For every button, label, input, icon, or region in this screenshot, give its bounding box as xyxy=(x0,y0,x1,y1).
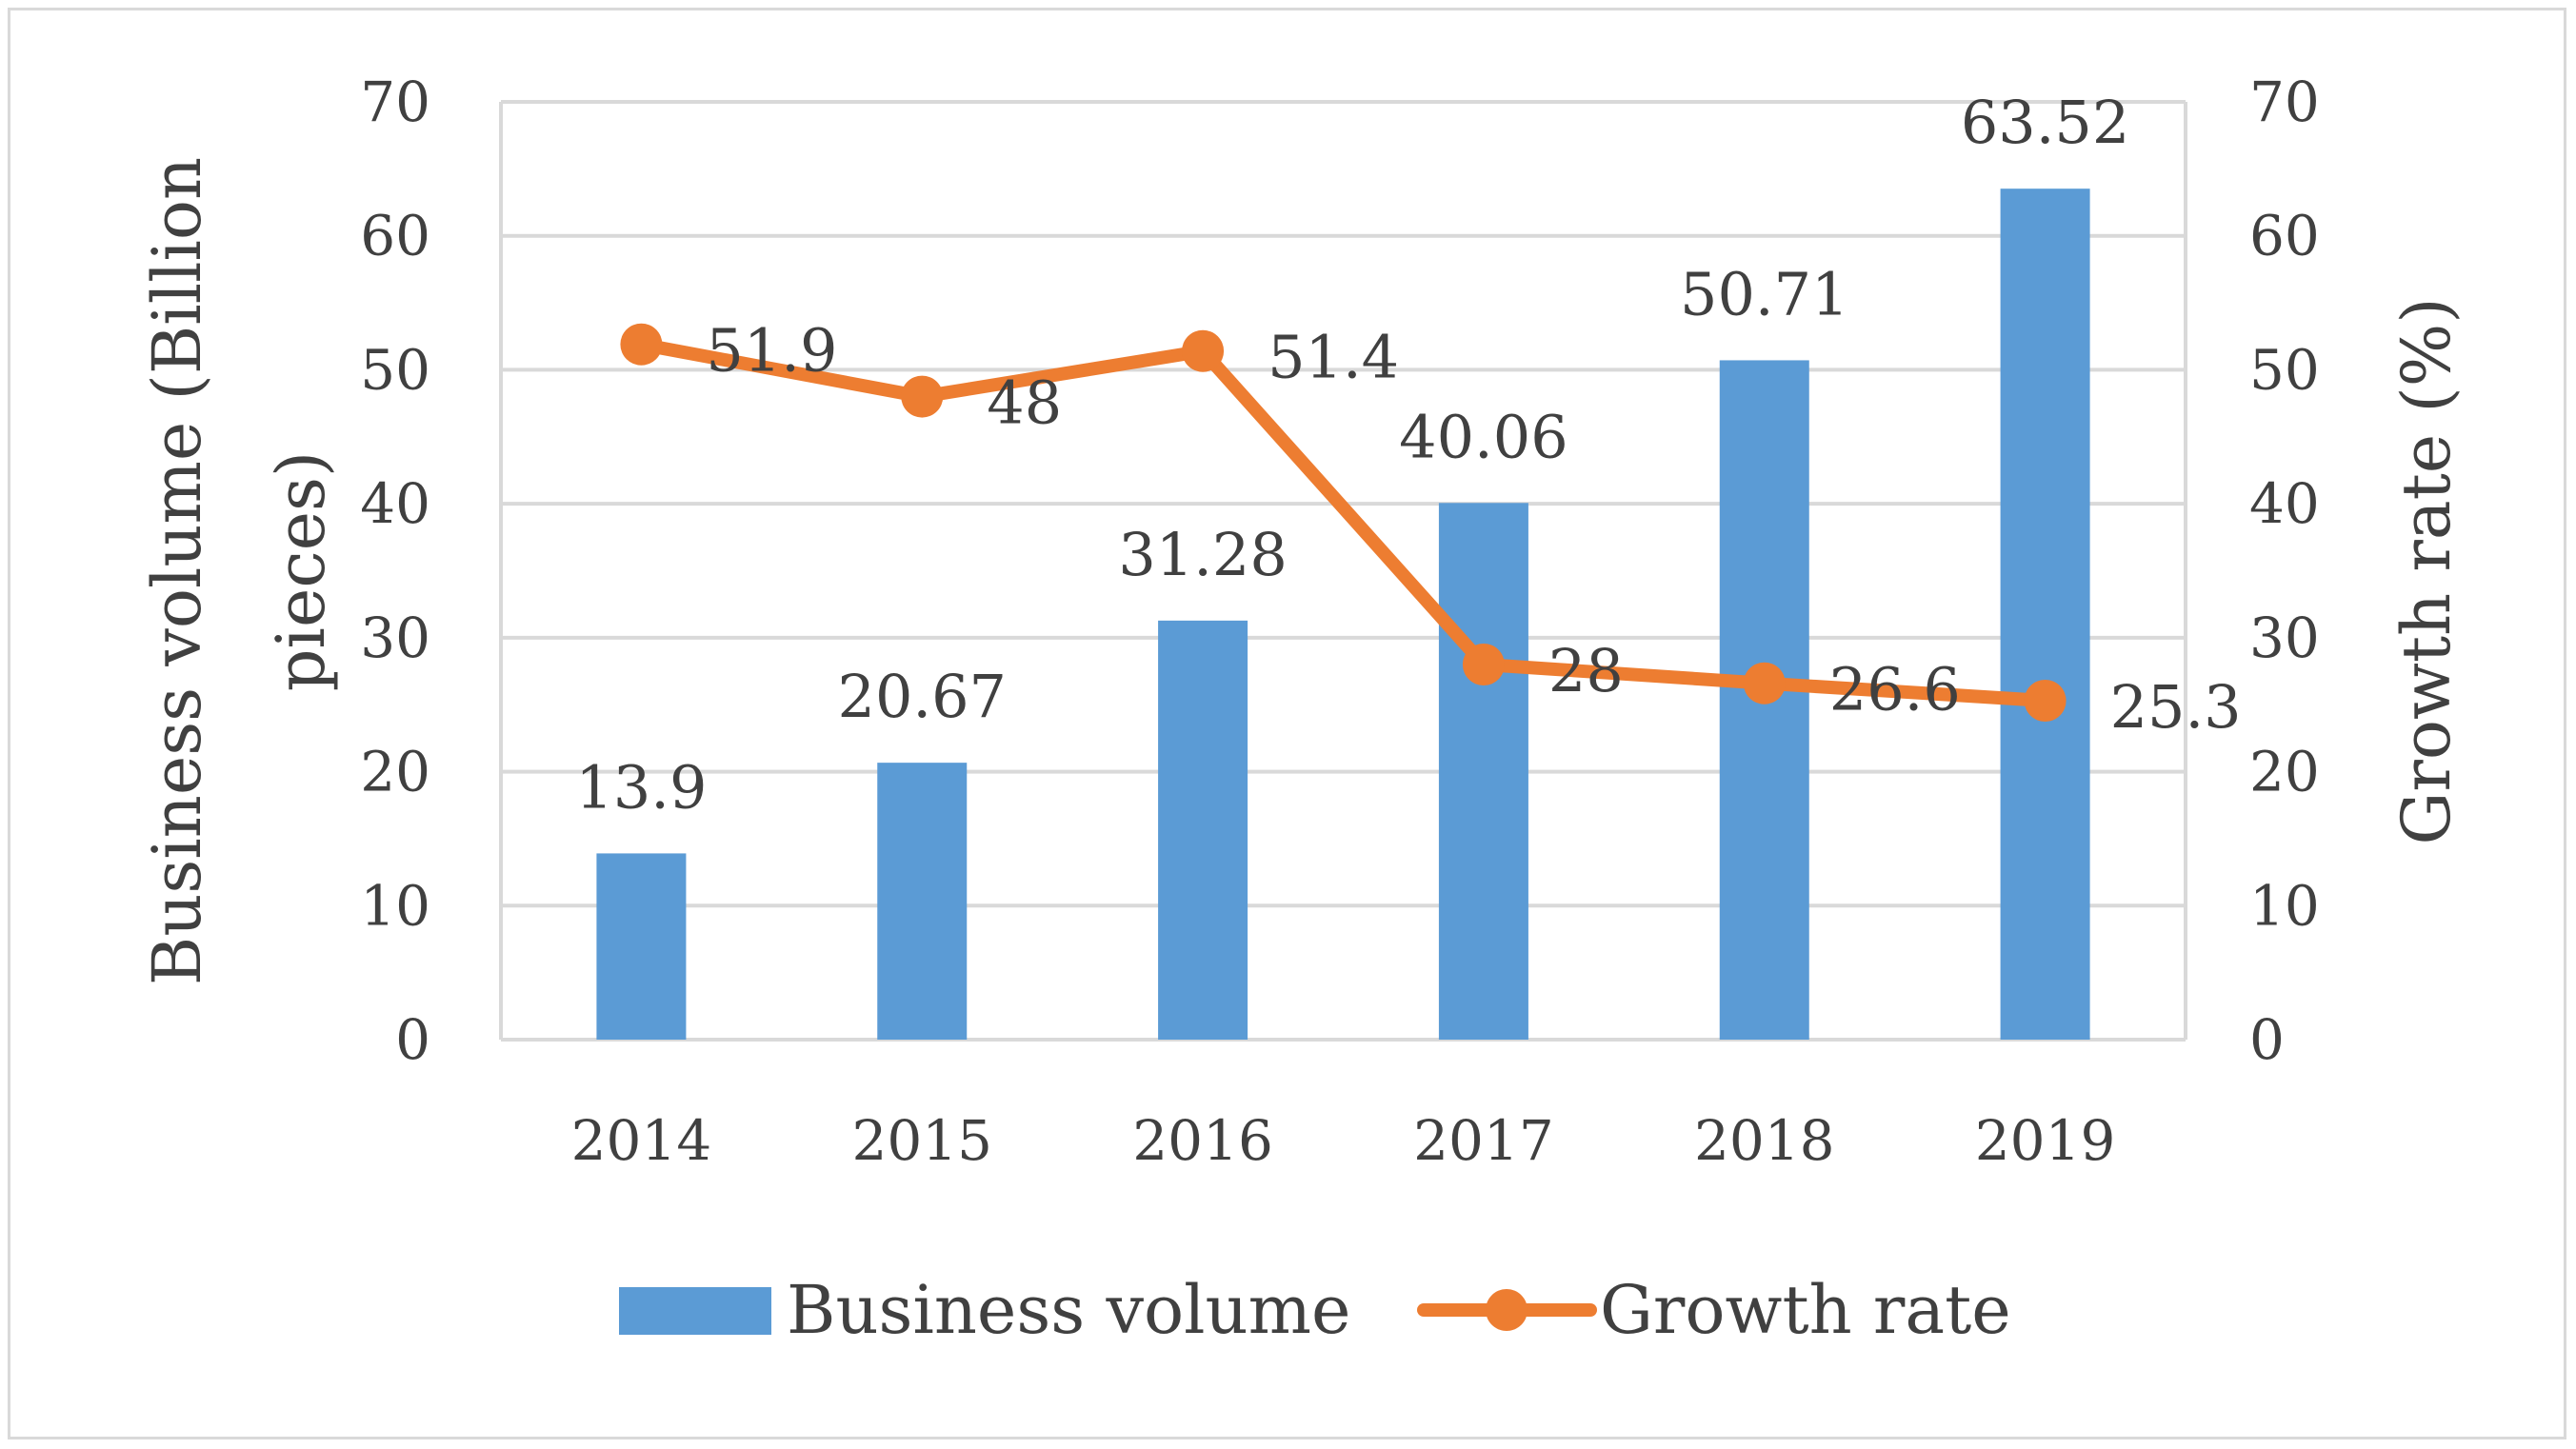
y-axis-left-title-line1: Business volume (Billion xyxy=(138,157,216,985)
x-tick-label: 2017 xyxy=(1413,1108,1554,1173)
tick-labels: 0 10 20 30 40 50 60 70 0 10 20 30 40 50 60 70 2014 2015 20… xyxy=(360,69,2320,1173)
line-series xyxy=(620,323,2067,722)
line-data-label: 51.4 xyxy=(1268,323,1399,392)
growth-rate-marker xyxy=(901,375,944,418)
growth-rate-marker xyxy=(1462,644,1505,685)
bar-data-label: 63.52 xyxy=(1961,88,2130,157)
y-right-tick-label: 70 xyxy=(2249,69,2320,134)
bar-data-label: 13.9 xyxy=(575,752,707,822)
x-tick-label: 2019 xyxy=(1975,1108,2116,1173)
line-data-label: 48 xyxy=(987,368,1062,438)
line-data-label: 51.9 xyxy=(706,316,837,386)
growth-rate-marker xyxy=(620,323,663,366)
bar-data-label: 31.28 xyxy=(1118,520,1288,589)
bar xyxy=(596,853,687,1040)
y-left-tick-label: 50 xyxy=(360,337,430,402)
y-axis-left-title-line2: pieces) xyxy=(262,451,340,692)
legend-swatch-business-volume xyxy=(619,1287,771,1335)
bar-data-label: 50.71 xyxy=(1680,259,1849,328)
legend: Business volume Growth rate xyxy=(619,1271,2011,1349)
y-right-tick-label: 10 xyxy=(2249,873,2320,938)
line-data-label: 25.3 xyxy=(2110,672,2242,742)
y-left-tick-label: 40 xyxy=(360,471,430,536)
legend-label-growth-rate: Growth rate xyxy=(1600,1271,2011,1349)
bar xyxy=(1158,620,1248,1040)
bar xyxy=(2000,189,2090,1040)
bar-data-label: 40.06 xyxy=(1399,402,1568,471)
line-data-label: 28 xyxy=(1548,636,1624,705)
y-left-tick-label: 20 xyxy=(360,740,430,804)
data-labels: 13.9 20.67 31.28 40.06 50.71 63.52 51.9 48 51.4 2… xyxy=(575,88,2241,822)
y-right-tick-label: 50 xyxy=(2249,337,2320,402)
x-tick-label: 2014 xyxy=(571,1108,712,1173)
bar-series xyxy=(596,189,2090,1040)
chart-frame xyxy=(8,8,2566,1439)
growth-rate-marker xyxy=(1743,662,1786,705)
y-left-tick-label: 70 xyxy=(360,69,430,134)
y-right-tick-label: 20 xyxy=(2249,740,2320,804)
line-data-label: 26.6 xyxy=(1829,655,1961,724)
bar xyxy=(877,763,968,1040)
bar xyxy=(1438,503,1528,1040)
y-right-tick-label: 30 xyxy=(2249,605,2320,670)
x-tick-label: 2016 xyxy=(1132,1108,1273,1173)
x-tick-label: 2015 xyxy=(851,1108,992,1173)
y-left-tick-label: 0 xyxy=(395,1007,430,1072)
legend-swatch-growth-rate-marker xyxy=(1486,1289,1528,1331)
y-right-tick-label: 40 xyxy=(2249,471,2320,536)
x-tick-label: 2018 xyxy=(1694,1108,1835,1173)
y-axis-right-title: Growth rate (%) xyxy=(2387,297,2466,844)
growth-rate-line xyxy=(634,337,2052,707)
y-left-tick-label: 30 xyxy=(360,605,430,670)
gridlines xyxy=(499,100,2187,1042)
legend-label-business-volume: Business volume xyxy=(787,1271,1350,1349)
y-left-tick-label: 10 xyxy=(360,873,430,938)
bar-data-label: 20.67 xyxy=(838,662,1008,731)
growth-rate-marker xyxy=(1182,329,1225,372)
y-right-tick-label: 60 xyxy=(2249,204,2320,268)
growth-rate-marker xyxy=(2024,679,2067,722)
y-left-tick-label: 60 xyxy=(360,204,430,268)
y-right-tick-label: 0 xyxy=(2249,1007,2285,1072)
